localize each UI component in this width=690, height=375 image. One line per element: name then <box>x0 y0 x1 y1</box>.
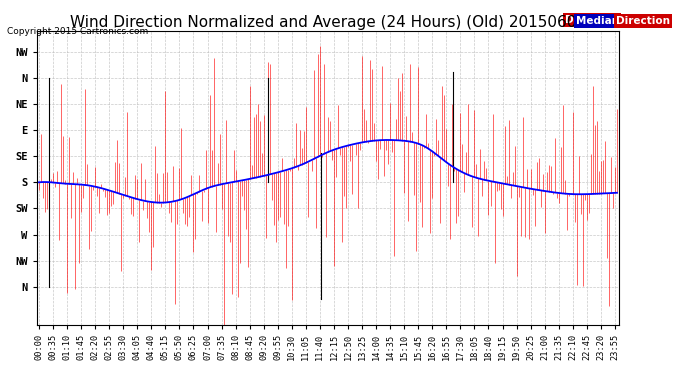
Text: Copyright 2015 Cartronics.com: Copyright 2015 Cartronics.com <box>7 27 148 36</box>
Text: Median: Median <box>576 16 620 26</box>
Text: Direction: Direction <box>565 15 620 25</box>
Text: Direction: Direction <box>616 16 670 26</box>
Text: Median: Median <box>576 15 620 25</box>
Title: Wind Direction Normalized and Average (24 Hours) (Old) 20150603: Wind Direction Normalized and Average (2… <box>70 15 586 30</box>
